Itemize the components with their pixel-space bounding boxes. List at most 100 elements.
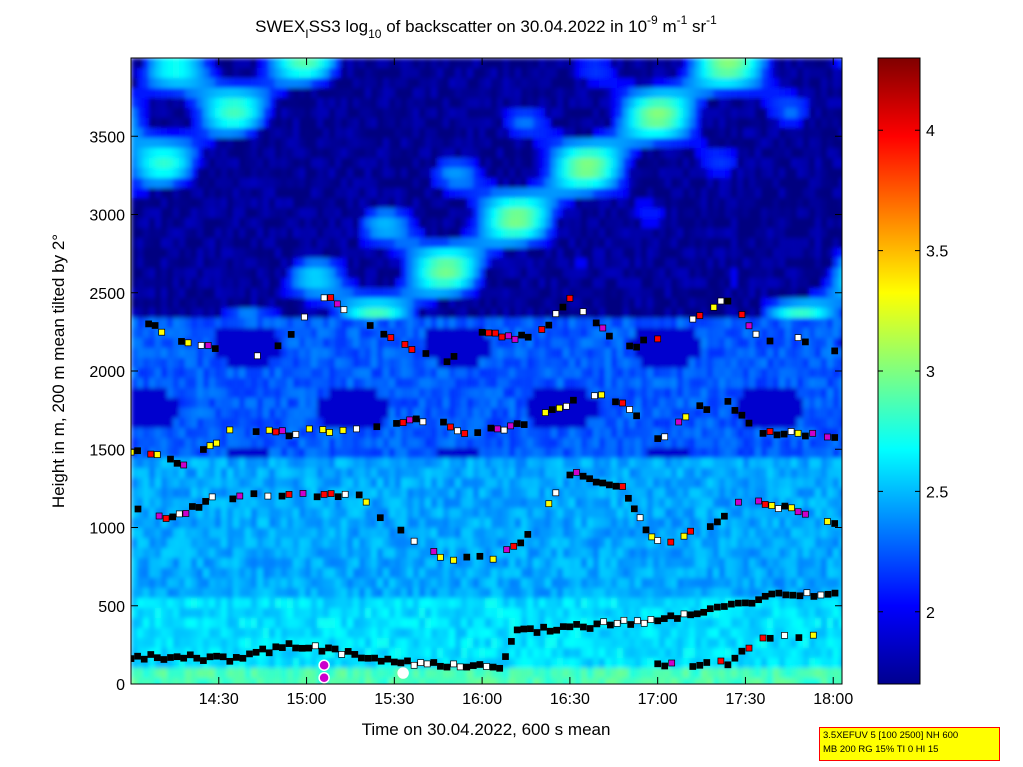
layer-point <box>724 297 732 305</box>
layer-point <box>795 634 803 641</box>
layer-point <box>422 350 430 357</box>
layer-point <box>358 654 365 662</box>
layer-point <box>463 553 471 561</box>
layer-point <box>298 644 306 652</box>
layer-point <box>489 663 497 671</box>
layer-point <box>789 591 797 599</box>
layer-point <box>334 493 342 501</box>
layer-point <box>173 459 181 467</box>
info-line-1: 3.5XEFUV 5 [100 2500] NH 600 <box>823 730 959 741</box>
layer-point <box>355 491 363 499</box>
layer-point <box>517 539 525 547</box>
layer-point <box>503 546 511 553</box>
layer-point <box>696 312 704 319</box>
layer-point <box>326 429 333 436</box>
layer-point <box>478 328 486 336</box>
layer-point <box>450 353 458 360</box>
y-tick-label: 3000 <box>89 208 125 225</box>
layer-point <box>831 520 839 527</box>
layer-point <box>285 432 293 440</box>
layer-point <box>153 451 161 458</box>
layer-point <box>265 649 273 657</box>
layer-point <box>674 615 681 622</box>
layer-point <box>483 663 490 670</box>
layer-point <box>423 660 431 668</box>
layer-point <box>775 589 783 597</box>
layer-point <box>469 662 477 669</box>
layer-point <box>362 498 370 506</box>
layer-point <box>371 654 378 662</box>
layer-point <box>285 640 293 647</box>
layer-point <box>430 548 438 555</box>
layer-point <box>636 514 644 522</box>
layer-point <box>412 415 420 423</box>
x-tick-label: 15:30 <box>374 691 414 708</box>
layer-point <box>759 634 767 642</box>
layer-point <box>781 502 789 510</box>
layer-point <box>520 421 528 428</box>
layer-point <box>272 428 280 436</box>
layer-point <box>693 610 701 618</box>
layer-point <box>824 590 832 598</box>
layer-point <box>437 662 444 670</box>
layer-upper <box>131 391 839 469</box>
layer-point <box>390 658 398 666</box>
layer-point <box>279 644 286 651</box>
layer-point <box>755 497 762 505</box>
layer-point <box>706 605 714 613</box>
layer-point <box>731 654 739 662</box>
layer-point <box>600 618 607 626</box>
layer-point <box>454 427 461 435</box>
layer-point <box>496 664 504 672</box>
layer-point <box>592 478 600 486</box>
layer-point <box>443 358 451 366</box>
layer-point <box>380 330 388 338</box>
layer-point <box>373 423 381 431</box>
layer-point <box>513 626 521 634</box>
layer-point <box>689 315 697 323</box>
x-axis-label: Time on 30.04.2022, 600 s mean <box>362 720 611 739</box>
layer-point <box>592 319 600 327</box>
layer-point <box>831 589 839 597</box>
layer-point <box>485 329 493 337</box>
layer-point <box>419 418 427 426</box>
layer-point <box>489 555 497 563</box>
layer-point <box>559 303 567 311</box>
layer-point <box>687 611 694 619</box>
layer-point <box>520 625 528 633</box>
layer-point <box>305 644 313 652</box>
layer-point <box>430 659 438 666</box>
layer-point <box>802 338 809 346</box>
layer-point <box>384 655 392 663</box>
layer-mid <box>134 469 839 564</box>
layer-point <box>796 592 804 600</box>
layer-low <box>654 631 817 670</box>
layer-point <box>134 447 141 455</box>
layer-point <box>579 472 587 480</box>
layer-point <box>410 537 418 545</box>
layer-point <box>287 331 295 338</box>
layer-point <box>226 657 234 665</box>
layer-point <box>272 643 280 651</box>
layer-point <box>318 647 326 655</box>
layer-point <box>768 590 776 598</box>
layer-point <box>305 425 313 433</box>
layer-point <box>338 651 346 658</box>
layer-point <box>703 406 711 413</box>
layer-point <box>802 510 809 518</box>
layer-point <box>376 514 384 522</box>
layer-point <box>586 625 594 632</box>
layer-point <box>580 623 587 631</box>
layer-point <box>619 483 626 490</box>
layer-point <box>654 660 662 668</box>
layer-point <box>377 657 385 665</box>
layer-point <box>158 328 166 336</box>
layer-point <box>794 429 802 437</box>
layer-point <box>606 332 613 340</box>
layer-point <box>661 433 669 441</box>
layer-point <box>254 352 261 360</box>
layer-point <box>189 503 196 510</box>
layer-point <box>738 411 746 419</box>
layer-point <box>667 612 675 620</box>
layer-point <box>461 430 468 437</box>
